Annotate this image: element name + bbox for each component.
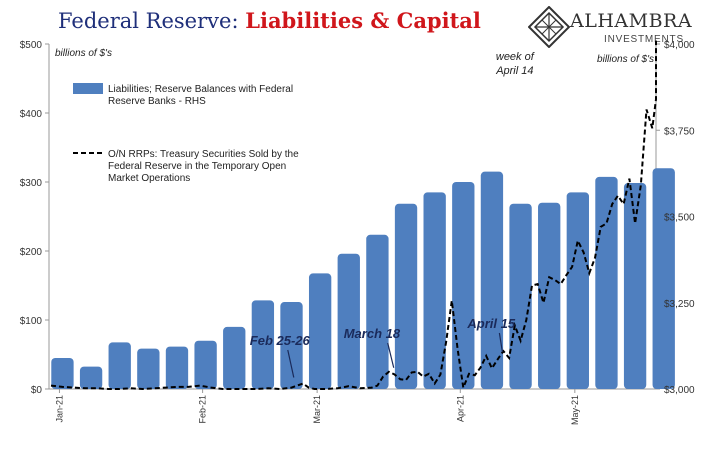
right-tick-label: $3,750 bbox=[664, 126, 695, 137]
bar bbox=[480, 171, 504, 389]
x-tick-label: Mar-21 bbox=[312, 395, 322, 424]
bar bbox=[223, 326, 246, 389]
left-unit-label: billions of $'s bbox=[55, 48, 112, 59]
logo-name: ALHAMBRA bbox=[570, 10, 693, 32]
x-tick-label: Apr-21 bbox=[455, 395, 465, 422]
x-tick-label: May-21 bbox=[570, 395, 580, 425]
bar bbox=[595, 176, 618, 389]
annotation-arrow bbox=[498, 332, 503, 353]
bar bbox=[623, 183, 647, 389]
diamond-logo-icon bbox=[528, 6, 570, 48]
left-tick-label: $0 bbox=[31, 385, 43, 396]
legend-line-label: Market Operations bbox=[108, 173, 190, 184]
bar bbox=[165, 346, 189, 389]
bar bbox=[509, 203, 532, 389]
bar bbox=[394, 203, 418, 389]
bar bbox=[79, 366, 103, 389]
left-tick-label: $200 bbox=[20, 247, 43, 258]
logo-subtitle: INVESTMENTS bbox=[604, 34, 684, 45]
annotation-week-of: week of bbox=[496, 51, 535, 63]
bar bbox=[423, 192, 446, 389]
bar bbox=[280, 302, 303, 389]
bar bbox=[366, 234, 389, 389]
x-tick-label: Jan-21 bbox=[54, 395, 64, 423]
legend-bar-swatch bbox=[73, 83, 103, 94]
annotation-march: March 18 bbox=[344, 326, 401, 341]
bar bbox=[337, 253, 360, 389]
left-tick-label: $300 bbox=[20, 178, 43, 189]
bar bbox=[652, 168, 675, 389]
right-tick-label: $3,500 bbox=[664, 213, 695, 224]
annotation-arrow bbox=[287, 349, 295, 378]
bar bbox=[137, 348, 160, 389]
bar bbox=[452, 182, 475, 389]
bar bbox=[51, 357, 74, 389]
right-unit-label: billions of $'s bbox=[597, 54, 654, 65]
x-tick-label: Feb-21 bbox=[198, 395, 208, 424]
text-layer: $0 $100 $200 $300 $400 $500 $3,000 $3,250 $3,500… bbox=[20, 40, 695, 425]
bar bbox=[538, 202, 561, 389]
bar bbox=[308, 273, 332, 389]
right-tick-label: $4,000 bbox=[664, 40, 695, 51]
alhambra-logo: ALHAMBRA INVESTMENTS bbox=[526, 4, 701, 50]
annotation-feb: Feb 25-26 bbox=[250, 333, 311, 348]
legend-bar-label: Liabilities; Reserve Balances with Feder… bbox=[108, 84, 293, 95]
bar bbox=[566, 192, 589, 389]
bar bbox=[251, 300, 275, 389]
left-tick-label: $100 bbox=[20, 316, 43, 327]
legend-bar-label: Reserve Banks - RHS bbox=[108, 96, 206, 107]
annotation-april: April 15 bbox=[466, 316, 515, 331]
title-part-1: Federal Reserve: bbox=[58, 9, 246, 33]
right-tick-label: $3,000 bbox=[664, 385, 695, 396]
bar bbox=[108, 342, 131, 389]
legend-line-label: Federal Reserve in the Temporary Open bbox=[108, 161, 286, 172]
annotation-april-14: April 14 bbox=[495, 65, 533, 77]
left-tick-label: $400 bbox=[20, 109, 43, 120]
title-part-2: Liabilities & Capital bbox=[245, 8, 481, 33]
right-tick-label: $3,250 bbox=[664, 299, 695, 310]
legend-line-label: O/N RRPs: Treasury Securities Sold by th… bbox=[108, 149, 299, 160]
left-tick-label: $500 bbox=[20, 40, 43, 51]
chart-title: Federal Reserve: Liabilities & Capital bbox=[58, 8, 481, 33]
bar bbox=[194, 340, 217, 389]
annotation-arrow bbox=[387, 342, 395, 368]
bar-series bbox=[51, 168, 675, 389]
